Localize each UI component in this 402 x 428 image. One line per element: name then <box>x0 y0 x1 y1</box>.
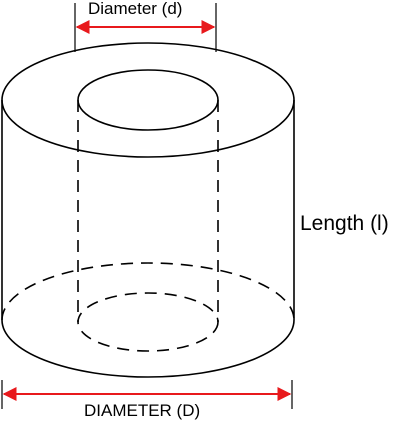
inner-diameter-label: Diameter (d) <box>88 0 183 18</box>
outer-diameter-label: DIAMETER (D) <box>84 401 201 420</box>
inner-top-ellipse <box>77 69 219 131</box>
inner-bottom-ellipse-hidden <box>77 292 219 352</box>
length-label: Length (l) <box>300 212 389 235</box>
outer-bottom-back-arc <box>1 262 295 321</box>
outer-bottom-front-arc <box>1 319 295 378</box>
